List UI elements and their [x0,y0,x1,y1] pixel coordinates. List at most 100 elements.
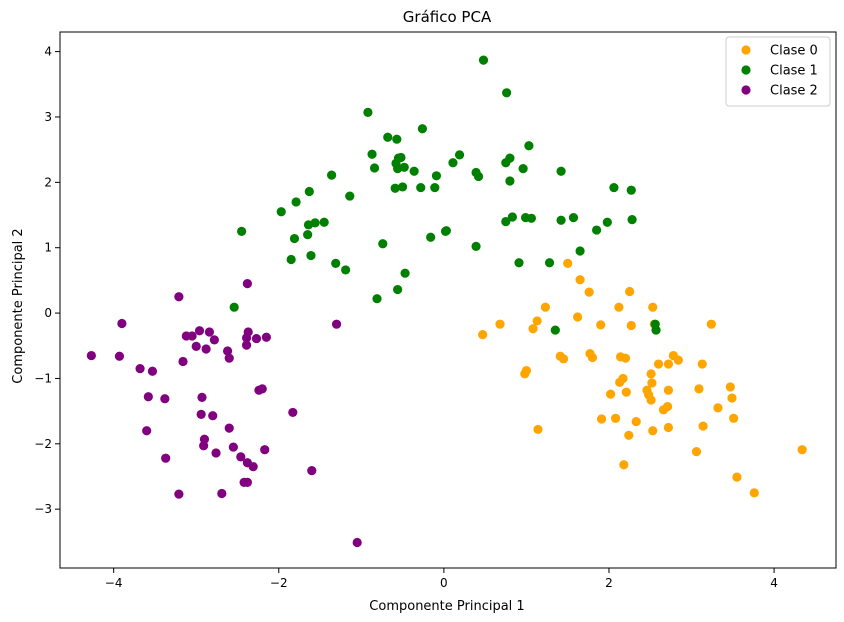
data-point [727,393,737,403]
data-point [199,441,209,451]
chart-title: Gráfico PCA [403,8,492,26]
series-clase-2 [86,279,362,548]
series-clase-1 [229,55,661,335]
plot-area [86,55,807,548]
data-point [430,182,440,193]
data-point [729,413,739,423]
data-point [526,213,536,223]
data-point [528,324,538,334]
data-point [471,241,481,251]
data-point [241,340,252,350]
data-point [454,150,465,160]
data-point [518,164,528,174]
data-point [624,430,634,440]
data-point [242,279,252,289]
data-point [495,319,505,329]
data-point [135,364,145,374]
x-tick-label: −4 [105,576,123,590]
data-point [614,302,624,312]
data-point [646,395,656,405]
data-point [505,176,515,186]
data-point [602,217,612,227]
data-point [400,268,410,278]
data-point [291,197,301,207]
data-point [502,88,512,98]
data-point [706,319,716,329]
data-point [224,353,234,363]
data-point [303,220,314,230]
data-point [306,250,316,261]
data-point [563,258,573,268]
x-axis: −4 −2 0 2 4 [105,568,778,590]
data-point [211,448,221,458]
data-point [713,403,723,413]
data-point [651,325,661,335]
data-point [448,158,458,168]
data-point [142,426,152,436]
data-point [367,149,377,159]
data-point [653,359,664,369]
data-point [174,489,184,499]
data-point [117,318,127,329]
data-point [222,346,233,356]
data-point [378,239,388,249]
data-point [648,302,658,312]
data-point [596,320,606,330]
data-point [289,233,300,244]
y-tick-label: 0 [44,306,52,320]
data-point [631,416,641,427]
data-point [647,378,657,388]
x-axis-title: Componente Principal 1 [369,599,524,614]
data-point [426,232,436,242]
x-tick-label: 4 [770,576,778,590]
data-point [478,330,488,340]
y-tick-label: −1 [34,371,52,385]
data-point [399,162,409,172]
legend-label: Clase 0 [770,44,818,59]
data-point [286,254,296,265]
data-point [606,389,616,399]
data-point [725,382,735,392]
data-point [178,356,188,367]
data-point [237,226,247,236]
data-point [86,350,96,361]
data-point [732,472,742,482]
data-point [584,287,594,297]
data-point [383,132,393,142]
data-point [363,107,373,117]
data-point [691,447,702,457]
data-point [114,351,125,361]
data-point [544,258,555,268]
data-point [217,488,227,499]
data-point [327,170,337,180]
data-point [242,477,252,487]
data-point [197,392,207,402]
data-point [208,411,218,421]
data-point [596,414,607,424]
data-point [618,373,628,384]
data-point [648,426,658,436]
legend: Clase 0 Clase 1 Clase 2 [725,36,831,107]
y-tick-label: −3 [34,502,52,516]
data-point [174,292,184,302]
data-point [501,158,511,168]
y-tick-label: 2 [44,175,52,189]
data-point [276,207,286,217]
data-point [209,335,219,345]
data-point [248,462,258,472]
legend-box [725,36,831,107]
data-point [229,302,239,312]
data-point [303,230,313,240]
data-point [261,332,271,342]
data-point [556,166,566,176]
data-point [749,488,759,498]
data-point [224,423,234,433]
data-point [620,353,631,363]
data-point [260,445,270,455]
data-point [319,217,329,227]
data-point [417,124,428,134]
data-point [352,537,362,548]
data-point [532,316,542,326]
data-point [257,384,267,394]
